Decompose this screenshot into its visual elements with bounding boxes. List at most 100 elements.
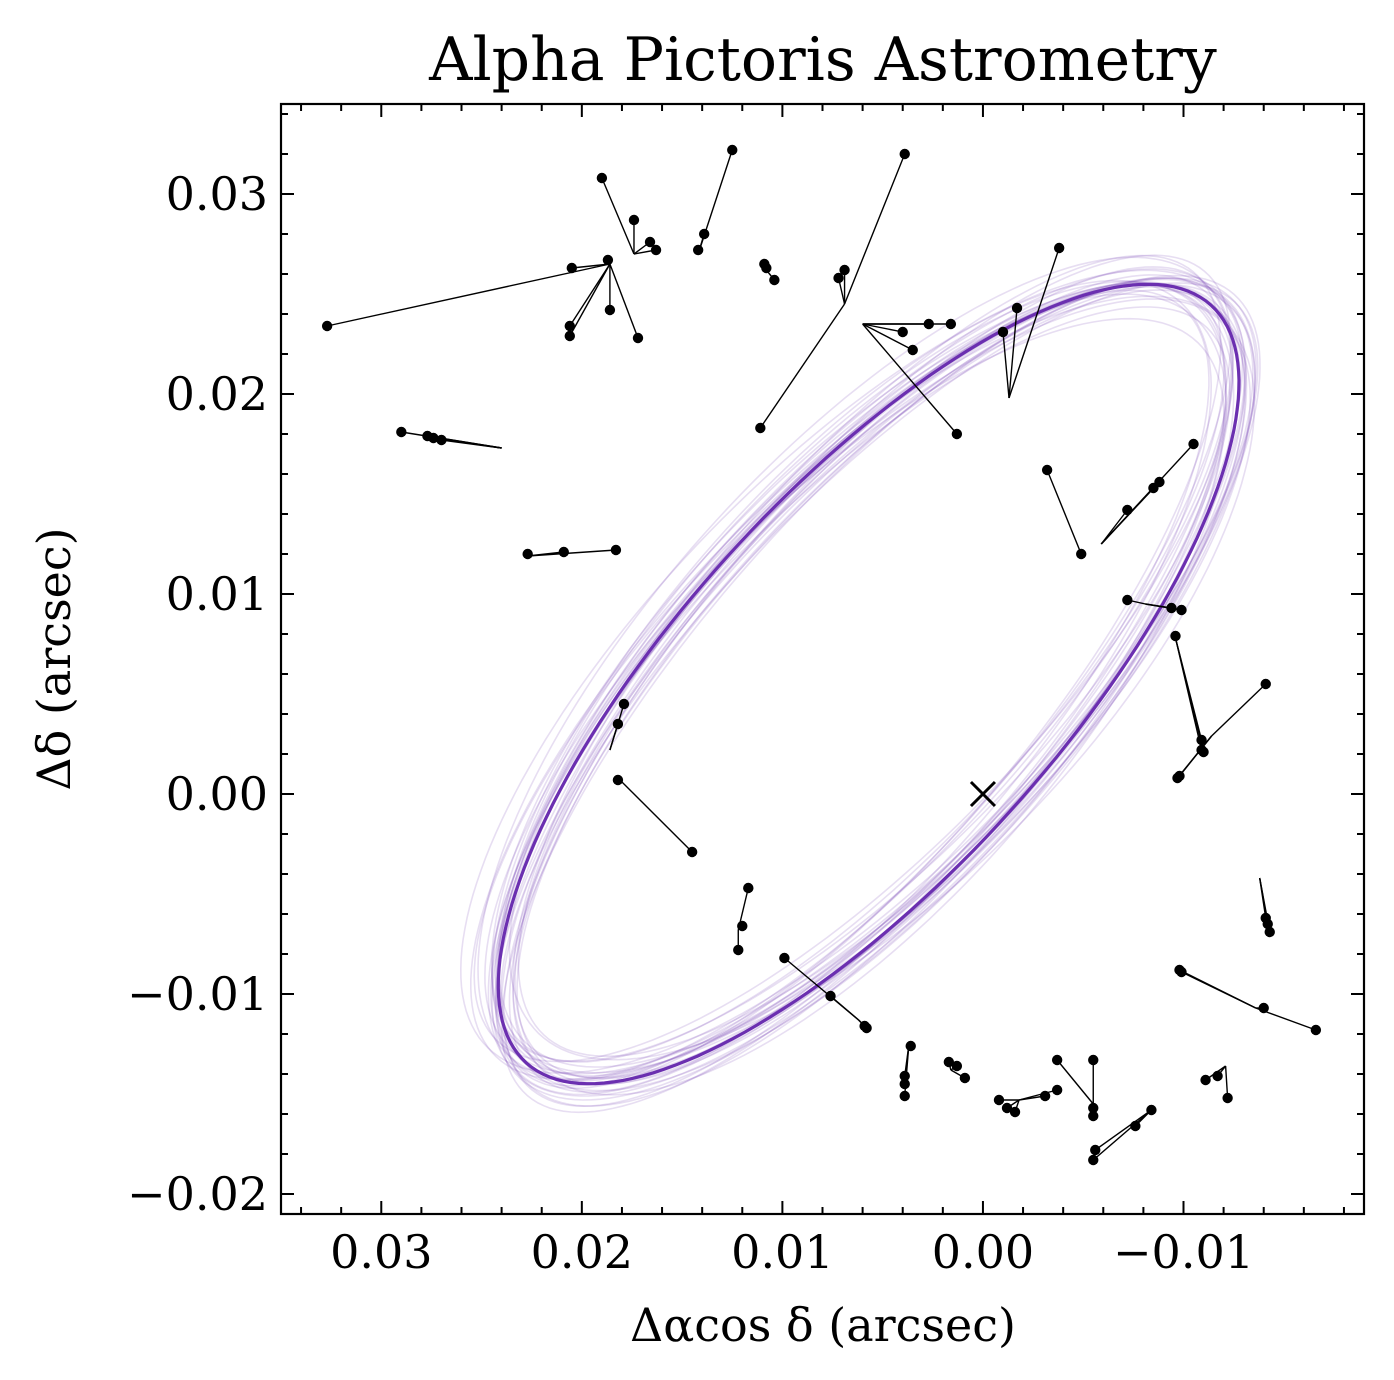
orbit-sample [477,256,1234,1081]
data-point [604,304,616,316]
data-point [1200,1074,1211,1086]
data-point [428,432,439,444]
data-point [686,846,698,858]
data-point [993,1094,1005,1106]
data-point [899,1078,910,1090]
data-point [1260,678,1271,690]
residual-line [609,263,639,339]
data-point [1122,594,1133,606]
residual-line [1179,969,1257,1009]
residual-line [1008,247,1060,399]
data-point [644,236,656,248]
data-point [779,952,790,964]
orbit-sample [499,282,1259,1082]
data-point [859,1020,870,1032]
residual-line [1092,1109,1152,1161]
data-point [632,332,644,344]
star-marker [969,780,997,808]
data-point [596,172,608,184]
orbit-sample [491,277,1256,1101]
data-point [564,320,575,332]
data-point [997,326,1009,338]
data-point [825,990,836,1002]
data-point [1088,1110,1099,1122]
data-point [897,326,908,338]
x-tick-label: 0.02 [531,1225,633,1279]
data-point [833,272,844,284]
y-axis-label: Δδ (arcsec) [27,527,81,790]
data-point [1146,1104,1157,1116]
residual-line [1176,735,1213,779]
data-point [1148,482,1159,494]
orbit-sample [496,293,1228,1092]
orbit-sample [516,289,1246,1085]
residual-line [1174,637,1205,753]
orbit-sample [512,274,1261,1086]
data-point [743,882,754,894]
residual-line [1046,469,1082,555]
data-point [566,262,578,274]
data-point [396,426,407,438]
data-point [1188,438,1199,450]
data-point [1166,602,1177,614]
data-point [1011,302,1023,314]
data-point [951,1060,963,1072]
star-cross-stroke [969,780,997,808]
orbit-sample [498,298,1252,1068]
x-tick-label: 0.03 [330,1225,432,1279]
data-point [321,320,333,332]
data-point [755,422,766,434]
data-point [1051,1054,1063,1066]
y-tick-label: 0.03 [166,167,268,221]
residual-line [1100,487,1154,545]
data-point [1196,734,1207,746]
orbit-sample [491,282,1246,1074]
data-point [1262,918,1273,930]
data-point [1088,1102,1099,1114]
plot-frame [279,102,1366,1216]
residual-line [1002,331,1010,399]
data-point [610,544,622,556]
orbit-sample [500,284,1227,1107]
data-point [1001,1102,1013,1114]
residual-line [862,323,958,435]
orbit-sample [491,306,1231,1062]
data-point [1310,1024,1322,1036]
data-point [899,1090,910,1102]
data-point [1130,1120,1141,1132]
data-point [1212,1070,1223,1082]
x-axis-label: Δαcos δ (arcsec) [630,1298,1016,1352]
data-point [1172,772,1183,784]
residual-line [571,263,610,269]
data-point [1258,1002,1269,1014]
data-point [692,244,704,256]
data-point [1039,1090,1051,1102]
data-point [558,546,569,558]
orbit-sample [494,268,1246,1077]
residual-line [1094,1109,1152,1151]
data-point [1088,1054,1099,1066]
residual-line [617,777,693,853]
data-point [727,144,738,156]
residual-line [1100,509,1128,545]
point-layer [321,144,1322,1166]
data-point [1090,1144,1101,1156]
orbit-sample [459,269,1247,1074]
data-point [436,434,447,446]
orbit-sample [512,282,1235,1096]
data-point [1053,242,1065,254]
data-point [650,244,662,256]
data-point [839,264,850,276]
data-point [733,944,744,956]
orbit-sample [473,286,1234,1063]
data-point [1264,926,1275,938]
orbit-sample [470,278,1254,1081]
residual-line [843,153,906,305]
residual-line [862,323,914,351]
residual-line [862,323,903,333]
residual-line [326,263,611,327]
best-fit-orbit [496,282,1241,1086]
residual-line [759,303,846,429]
data-point [899,1070,910,1082]
